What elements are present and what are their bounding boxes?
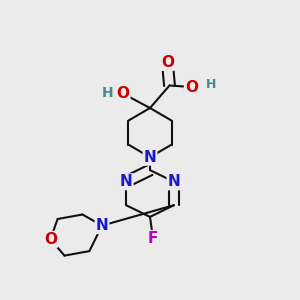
Text: O: O [116, 86, 130, 101]
Text: F: F [148, 231, 158, 246]
Text: H: H [102, 86, 113, 100]
Text: H: H [206, 78, 216, 91]
Text: O: O [185, 80, 198, 94]
Text: N: N [96, 218, 108, 233]
Text: N: N [120, 174, 133, 189]
Text: O: O [44, 232, 57, 247]
Text: N: N [144, 150, 156, 165]
Text: N: N [167, 174, 180, 189]
Text: O: O [161, 55, 174, 70]
